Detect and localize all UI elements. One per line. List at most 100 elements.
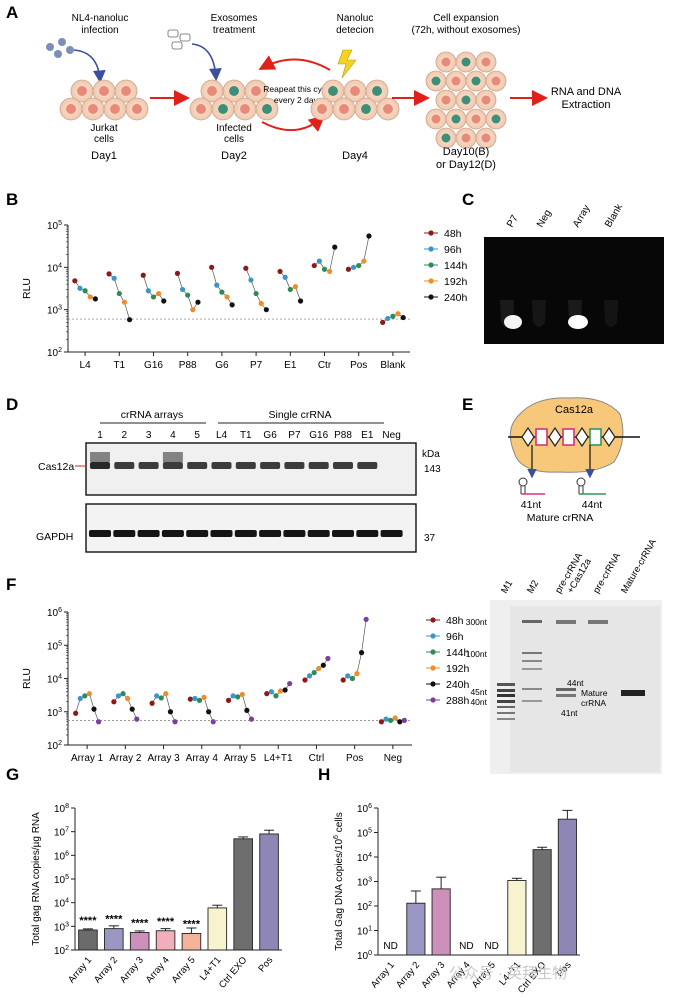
nucleus [461, 133, 471, 143]
panel-e-cas12a-diagram: Cas12a 41nt 44nt Mature crRNA [508, 397, 640, 524]
step1-bottom1: Jurkat [90, 123, 117, 134]
cas12a-band-smear [90, 452, 110, 462]
gapdh-band [234, 530, 257, 537]
y-tick-label: 107 [54, 827, 69, 839]
data-point-144h [321, 266, 328, 272]
tube-array-glow [568, 315, 588, 329]
lane-label: E1 [361, 430, 374, 441]
nucleus [121, 86, 131, 96]
cas12a-band [211, 462, 232, 469]
nucleus [441, 133, 451, 143]
panel-c-label-neg: Neg [535, 208, 554, 229]
y-axis-label: RLU [21, 278, 33, 299]
data-point-48h [106, 271, 112, 277]
cas12a-band [260, 462, 281, 469]
x-tick-label: Array 3 [118, 955, 146, 986]
group2-label: Single crRNA [268, 409, 331, 421]
data-point-192h [277, 688, 284, 694]
nucleus [372, 86, 382, 96]
step3-top1: Nanoluc [337, 13, 374, 24]
panel-letter-f: F [6, 575, 16, 594]
y-tick-label-exp: 0 [368, 950, 372, 957]
y-tick-label-exp: 4 [65, 898, 69, 905]
annotation: **** [131, 917, 149, 929]
data-point-144h [185, 292, 191, 298]
watermark: 公众号 · 英拜生物 [449, 964, 567, 982]
y-tick-label-exp: 2 [58, 740, 62, 747]
nucleus [491, 114, 501, 124]
x-tick-label: Array 5 [170, 955, 198, 986]
data-point-96h [383, 716, 389, 722]
data-point-192h [361, 258, 367, 264]
hairpin-right-icon [576, 477, 606, 495]
cas12a-kda: 143 [424, 464, 441, 475]
data-point-240h [358, 650, 365, 656]
data-point-240h [195, 299, 201, 305]
lane-labels: 1 2 3 4 5 L4 T1 G6 P7 G16 P88 E1 Neg [97, 430, 401, 441]
series-connector [177, 273, 199, 311]
cas12a-band [138, 462, 159, 469]
x-tick-label: Ctr [318, 360, 332, 371]
legend-label: 96h [446, 631, 464, 643]
x-tick-label: L4 [80, 360, 92, 371]
legend-label: 144h [444, 260, 468, 272]
y-tick-label: 102 [54, 945, 69, 957]
x-tick-label: Pos [346, 753, 363, 764]
y-tick-label-base: 10 [357, 951, 369, 962]
panel-gel: M1 M2 pre-crRNA +Cas12a pre-crRNA Mature… [466, 537, 662, 774]
crrna-array-repeats [521, 426, 616, 448]
data-point-192h [125, 695, 131, 702]
data-point-240h [229, 302, 235, 308]
panel-c-tubes: P7 Neg Array Blank [484, 201, 664, 344]
lane-label: L4 [216, 430, 228, 441]
nucleus [132, 104, 142, 114]
cas12a-band [308, 462, 329, 469]
data-point-48h [73, 710, 79, 716]
jurkat-cells-icon [59, 79, 149, 121]
y-tick-label-base: 10 [47, 608, 59, 619]
x-tick-label: L4+T1 [198, 955, 224, 983]
step2-bottom2: cells [224, 134, 244, 145]
y-tick-label-exp: 5 [58, 640, 62, 647]
data-point-192h [258, 300, 264, 307]
data-point-192h [190, 307, 196, 313]
y-axis-label: Total Gag DNA copies/106 cells [333, 812, 345, 950]
gapdh-band [89, 530, 111, 537]
data-point-144h [253, 290, 259, 297]
bar-array-3 [129, 932, 150, 951]
nucleus [251, 86, 261, 96]
data-point-96h [145, 288, 151, 294]
data-point-96h [345, 673, 351, 679]
annotation: ND [459, 941, 473, 952]
cas12a-band [114, 462, 135, 469]
data-point-48h [311, 262, 317, 269]
cas12a-protein-label: Cas12a [555, 404, 594, 416]
nucleus [491, 76, 501, 86]
panel-c-label-blank: Blank [603, 201, 626, 229]
data-point-96h [192, 695, 198, 702]
y-tick-label: 101 [357, 926, 372, 938]
lane-label: G6 [263, 430, 277, 441]
legend-marker [428, 294, 434, 300]
panel-letter-e: E [462, 395, 473, 414]
data-point-240h [161, 298, 167, 304]
y-tick-label: 102 [47, 740, 62, 752]
y-tick-label-base: 10 [47, 641, 59, 652]
legend-label: 288h [446, 695, 470, 707]
data-point-48h [340, 677, 346, 683]
legend-label: 144h [446, 647, 470, 659]
nucleus [471, 76, 481, 86]
data-point-240h [167, 709, 174, 715]
lane-label: Neg [382, 430, 400, 441]
annotation: **** [105, 914, 123, 926]
nucleus [77, 86, 87, 96]
y-tick-label: 103 [47, 305, 62, 317]
x-tick-label: Array 2 [109, 753, 142, 764]
legend-marker [428, 246, 434, 252]
kda-label: kDa [422, 449, 440, 460]
data-point-48h [345, 266, 352, 272]
lane-label: 2 [122, 430, 128, 441]
step2-day: Day2 [221, 150, 247, 162]
data-point-240h [92, 296, 98, 302]
